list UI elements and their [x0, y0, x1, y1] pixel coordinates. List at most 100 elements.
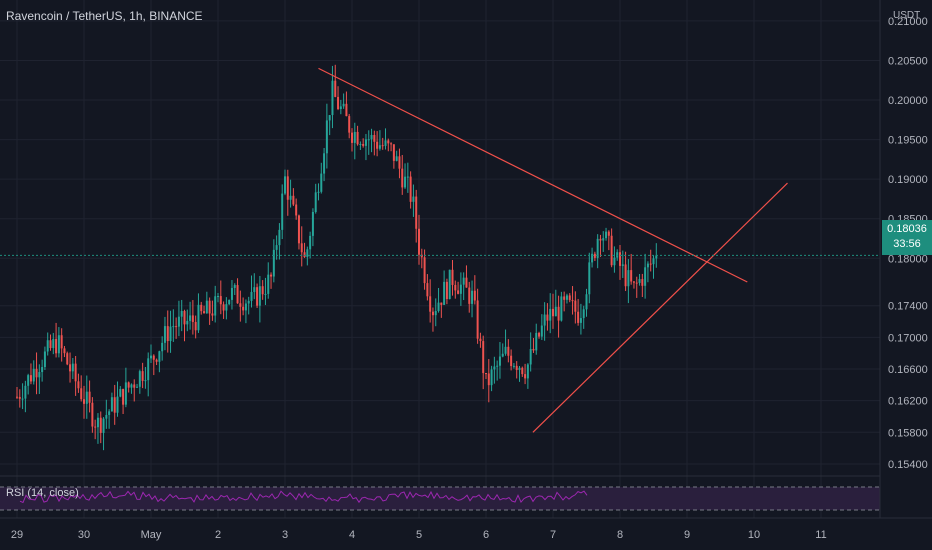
- candle-body: [163, 326, 166, 343]
- candle-body: [437, 302, 440, 311]
- candle-body: [29, 375, 32, 382]
- candle-body: [258, 286, 261, 306]
- candle-body: [242, 306, 245, 311]
- candle-body: [426, 283, 429, 297]
- candle-body: [512, 365, 515, 367]
- price-tick-label: 0.15800: [888, 427, 928, 439]
- candle-body: [387, 140, 390, 144]
- candle-body: [568, 295, 571, 301]
- candle-body: [605, 231, 608, 239]
- trendlines[interactable]: [318, 67, 788, 433]
- candle-body: [124, 382, 127, 405]
- candle-body: [443, 281, 446, 305]
- candle-body: [390, 143, 393, 145]
- candle-body: [77, 381, 80, 389]
- candle-body: [150, 355, 152, 359]
- candle-body: [99, 417, 102, 433]
- time-tick-label: 9: [684, 529, 690, 541]
- candle-body: [130, 384, 133, 388]
- candle-body: [487, 373, 490, 386]
- candle-body: [180, 311, 183, 317]
- time-tick-label: 2: [215, 529, 221, 541]
- candle-body: [177, 316, 180, 327]
- candle-body: [345, 103, 348, 117]
- candle-body: [222, 304, 225, 311]
- candle-body: [311, 211, 314, 236]
- candle-body: [49, 340, 52, 349]
- candle-body: [57, 335, 60, 354]
- time-tick-label: May: [141, 529, 162, 541]
- candle-body: [189, 315, 192, 321]
- candle-body: [55, 339, 58, 354]
- price-tick-label: 0.17000: [888, 332, 928, 344]
- candle-body: [535, 332, 538, 351]
- candle-body: [74, 363, 77, 382]
- candle-body: [155, 359, 158, 362]
- candle-body: [334, 80, 337, 97]
- candle-body: [577, 311, 580, 323]
- price-tick-label: 0.16600: [888, 364, 928, 376]
- candle-body: [532, 348, 535, 351]
- candle-body: [485, 373, 487, 375]
- candle-body: [468, 287, 471, 304]
- price-axis[interactable]: 0.210000.205000.200000.195000.190000.185…: [888, 16, 928, 471]
- candle-body: [96, 417, 99, 428]
- candle-body: [524, 374, 527, 379]
- candle-body: [244, 303, 247, 311]
- candle-body: [108, 411, 111, 415]
- candle-body: [571, 300, 574, 302]
- candle-body: [646, 263, 649, 268]
- candle-body: [194, 321, 197, 331]
- candle-body: [638, 279, 641, 283]
- candle-body: [431, 311, 434, 316]
- current-price-value: 0.18036: [887, 223, 927, 235]
- rsi-indicator-label[interactable]: RSI (14, close): [6, 487, 79, 499]
- candle-body: [348, 116, 351, 133]
- candle-body: [493, 366, 496, 370]
- candle-body: [239, 303, 242, 307]
- candle-body: [404, 176, 407, 188]
- candle-body: [351, 132, 353, 143]
- candle-body: [367, 139, 370, 141]
- time-axis[interactable]: 29 30 May 2 3 4 5 6 7 8 9 10 11: [11, 529, 827, 541]
- price-unit-label[interactable]: USDT: [893, 10, 921, 21]
- candle-body: [546, 314, 549, 321]
- trendline-lower[interactable]: [532, 182, 788, 433]
- candle-body: [66, 353, 69, 365]
- candle-body: [613, 257, 616, 266]
- current-price-badge: 0.18036 33:56: [882, 220, 932, 255]
- trendline-upper[interactable]: [318, 67, 748, 283]
- candle-body: [599, 238, 602, 241]
- candle-body: [476, 300, 479, 339]
- candle-body: [250, 291, 253, 301]
- candle-body: [211, 313, 214, 316]
- candle-body: [482, 341, 485, 374]
- candle-body: [270, 274, 273, 277]
- candle-body: [445, 281, 448, 300]
- candle-body: [46, 340, 49, 352]
- candle-body: [247, 300, 250, 304]
- candle-body: [479, 338, 482, 342]
- candle-body: [133, 384, 136, 388]
- candle-body: [526, 364, 529, 379]
- candle-body: [300, 243, 303, 253]
- candle-body: [588, 262, 591, 295]
- candle-body: [515, 365, 518, 370]
- candle-body: [337, 96, 340, 110]
- candle-body: [183, 311, 186, 325]
- candle-body: [60, 335, 63, 349]
- candle-body: [462, 277, 465, 285]
- candle-body: [217, 296, 219, 298]
- candle-body: [630, 270, 633, 282]
- rsi-line: [19, 490, 588, 504]
- candle-body: [644, 267, 647, 286]
- chart-title[interactable]: Ravencoin / TetherUS, 1h, BINANCE: [6, 9, 203, 23]
- candle-body: [186, 320, 189, 325]
- candle-body: [323, 153, 326, 174]
- candle-body: [635, 282, 638, 284]
- candle-body: [169, 326, 172, 342]
- candle-body: [284, 176, 286, 194]
- candle-body: [275, 245, 278, 250]
- candle-body: [552, 308, 554, 317]
